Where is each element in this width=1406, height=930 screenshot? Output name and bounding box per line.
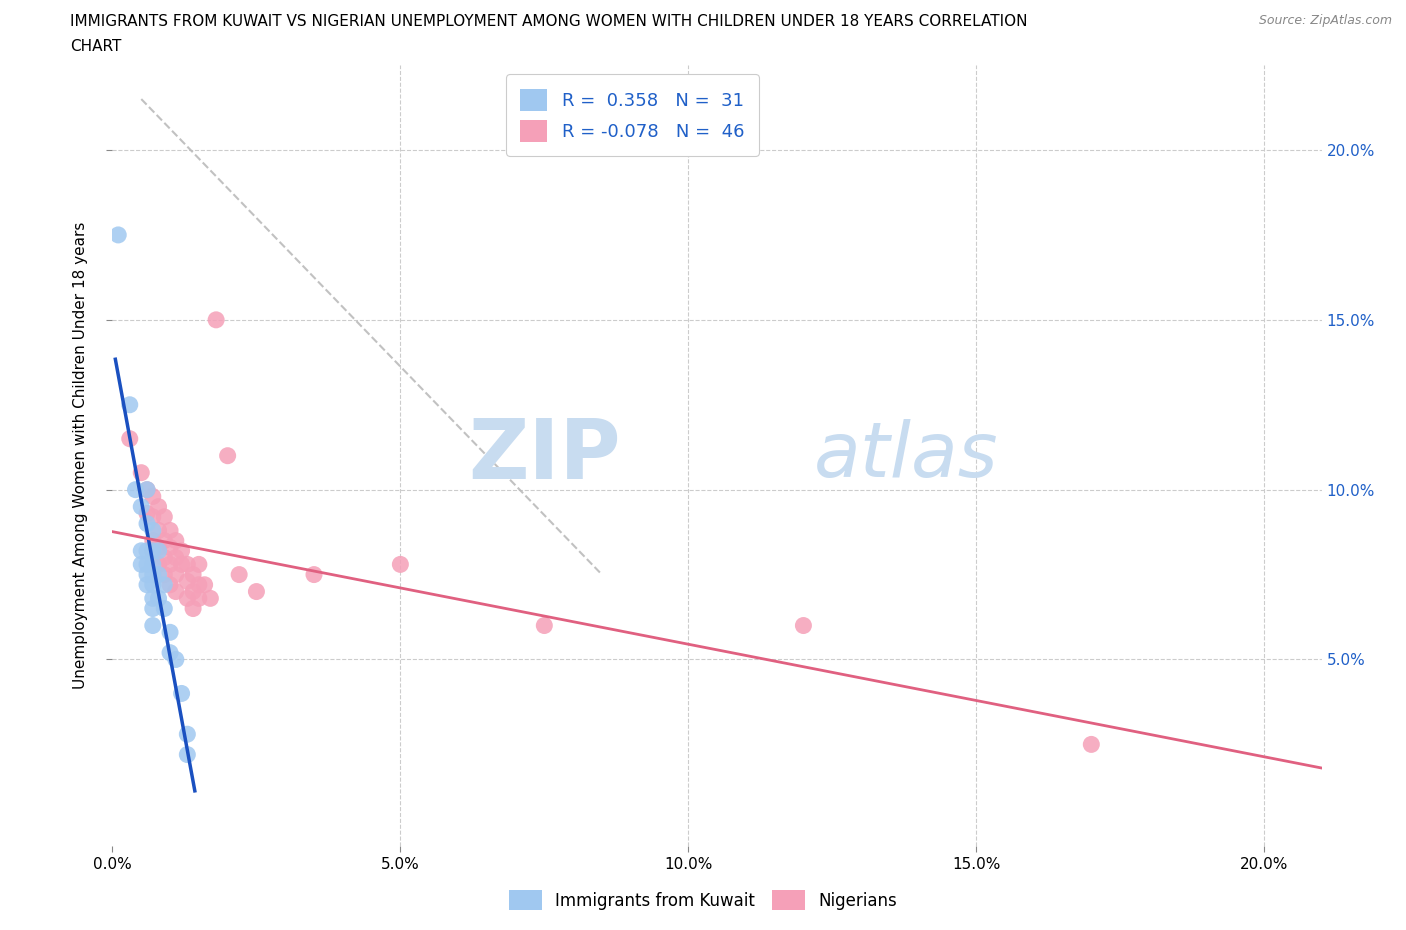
Point [176,747,198,762]
Point [118,432,141,446]
Point [136,483,159,498]
Point [389,557,412,572]
Point [118,397,141,412]
Point [165,567,187,582]
Point [136,567,159,582]
Point [176,557,198,572]
Point [533,618,555,633]
Point [142,543,165,558]
Point [153,551,176,565]
Point [153,567,176,582]
Point [165,584,187,599]
Point [153,578,176,592]
Point [194,578,217,592]
Point [142,557,165,572]
Point [159,578,181,592]
Point [136,506,159,521]
Point [148,591,170,605]
Point [136,483,159,498]
Point [148,523,170,538]
Point [124,483,146,498]
Legend: R =  0.358   N =  31, R = -0.078   N =  46: R = 0.358 N = 31, R = -0.078 N = 46 [506,74,759,156]
Point [181,567,204,582]
Text: Source: ZipAtlas.com: Source: ZipAtlas.com [1258,14,1392,27]
Text: IMMIGRANTS FROM KUWAIT VS NIGERIAN UNEMPLOYMENT AMONG WOMEN WITH CHILDREN UNDER : IMMIGRANTS FROM KUWAIT VS NIGERIAN UNEMP… [70,14,1028,29]
Point [153,510,176,525]
Point [136,543,159,558]
Point [165,551,187,565]
Point [148,540,170,555]
Point [148,567,170,582]
Point [245,584,267,599]
Point [217,448,239,463]
Point [107,228,129,243]
Point [170,686,193,701]
Point [129,499,152,514]
Point [170,543,193,558]
Point [142,591,165,605]
Y-axis label: Unemployment Among Women with Children Under 18 years: Unemployment Among Women with Children U… [73,222,89,689]
Point [187,557,209,572]
Point [200,591,222,605]
Point [1080,737,1102,751]
Point [159,523,181,538]
Point [176,591,198,605]
Point [142,510,165,525]
Text: CHART: CHART [70,39,122,54]
Point [228,567,250,582]
Point [205,312,228,327]
Point [153,533,176,548]
Point [142,618,165,633]
Point [142,601,165,616]
Point [142,543,165,558]
Point [159,557,181,572]
Point [181,601,204,616]
Point [176,726,198,741]
Point [148,499,170,514]
Text: atlas: atlas [814,418,998,493]
Point [187,578,209,592]
Point [165,652,187,667]
Point [159,540,181,555]
Point [142,523,165,538]
Point [142,489,165,504]
Point [187,591,209,605]
Point [170,557,193,572]
Point [129,465,152,480]
Legend: Immigrants from Kuwait, Nigerians: Immigrants from Kuwait, Nigerians [502,884,904,917]
Point [142,578,165,592]
Point [148,543,170,558]
Point [129,557,152,572]
Point [176,574,198,589]
Point [159,625,181,640]
Point [165,533,187,548]
Point [792,618,814,633]
Point [153,601,176,616]
Point [159,645,181,660]
Point [129,543,152,558]
Point [136,557,159,572]
Point [142,567,165,582]
Point [136,516,159,531]
Point [181,584,204,599]
Text: ZIP: ZIP [468,415,620,497]
Point [142,533,165,548]
Point [302,567,325,582]
Point [136,578,159,592]
Point [148,557,170,572]
